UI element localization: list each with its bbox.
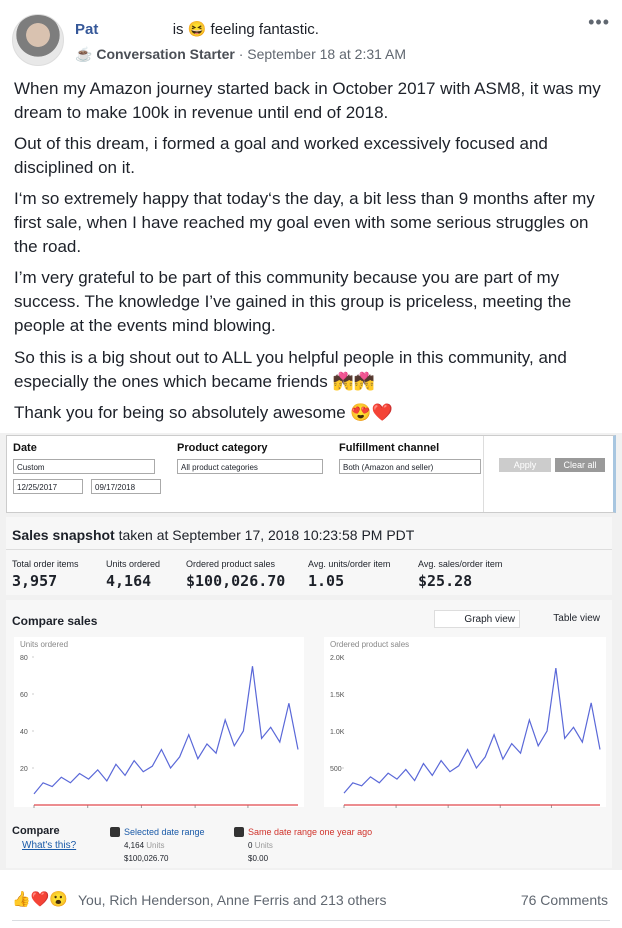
select[interactable]: Both (Amazon and seller) xyxy=(339,459,481,474)
snapshot: Sales snapshot taken at September 17, 20… xyxy=(6,517,612,595)
table-view-tab[interactable]: Table view xyxy=(553,613,600,624)
series-line xyxy=(343,668,601,794)
paragraph: I‘m so extremely happy that today‘s the … xyxy=(14,189,595,256)
metric-label: Avg. sales/order item xyxy=(418,559,503,569)
y-tick-label: 20 xyxy=(20,766,28,773)
y-axis-label: Ordered product sales xyxy=(330,640,409,649)
plot-area xyxy=(14,637,304,807)
clear-button[interactable]: Clear all xyxy=(555,458,605,472)
legend-name: Selected date range xyxy=(124,827,205,837)
paragraph: I’m very grateful to be part of this com… xyxy=(14,268,572,335)
author[interactable]: Pat xyxy=(75,21,99,38)
series-line xyxy=(33,666,299,795)
y-tick-label: 500 xyxy=(330,766,342,773)
y-tick-label: 1.5K xyxy=(330,692,345,699)
metric-value: 4,164 xyxy=(106,572,152,590)
legend-name: Same date range one year ago xyxy=(248,827,373,837)
compare-title: Compare sales xyxy=(12,614,98,628)
whats-this-link[interactable]: What's this? xyxy=(22,840,77,851)
header-line: Pat is 😆 feeling fantastic. xyxy=(75,21,319,38)
metric-value: 1.05 xyxy=(308,572,345,590)
checkbox[interactable] xyxy=(110,827,120,837)
y-tick-label: 2.0K xyxy=(330,655,345,662)
metric-value: $25.28 xyxy=(418,572,473,590)
more-menu[interactable]: ••• xyxy=(588,12,610,32)
label: Fulfillment channel xyxy=(339,442,440,454)
units-label: Units xyxy=(146,841,165,850)
post-image[interactable]: Date Custom 12/25/2017 09/17/2018 Produc… xyxy=(0,433,622,870)
reactions-text[interactable]: You, Rich Henderson, Anne Ferris and 213… xyxy=(78,892,387,908)
compare-label: Compare xyxy=(12,825,60,837)
comments-count[interactable]: 76 Comments xyxy=(520,892,608,908)
checkbox[interactable] xyxy=(234,827,244,837)
label: Date xyxy=(13,442,37,454)
select[interactable]: Custom xyxy=(13,459,155,474)
divider xyxy=(12,920,610,921)
avatar[interactable] xyxy=(12,14,64,66)
y-tick-label: 40 xyxy=(20,729,28,736)
legend-units: 0 Units xyxy=(248,841,273,850)
select[interactable]: All product categories xyxy=(177,459,323,474)
paragraph: Out of this dream, i formed a goal and w… xyxy=(14,134,548,177)
paragraph: So this is a big shout out to ALL you he… xyxy=(14,348,567,391)
y-axis-label: Units ordered xyxy=(20,640,68,649)
metric-value: 3,957 xyxy=(12,572,58,590)
timestamp[interactable]: September 18 at 2:31 AM xyxy=(247,46,407,62)
units-value: 0 xyxy=(248,841,253,850)
activity: is xyxy=(172,21,184,38)
paragraph: Thank you for being so absolutely awesom… xyxy=(14,403,393,422)
metric-label: Units ordered xyxy=(106,559,161,569)
input[interactable]: 09/17/2018 xyxy=(91,479,161,494)
meta-line: ☕ Conversation Starter · September 18 at… xyxy=(75,46,407,62)
metric-label: Total order items xyxy=(12,559,79,569)
legend-sales: $0.00 xyxy=(248,854,269,863)
apply-button[interactable]: Apply xyxy=(499,458,551,472)
snapshot-title: Sales snapshot xyxy=(12,527,115,543)
metric-label: Avg. units/order item xyxy=(308,559,391,569)
feeling: feeling fantastic. xyxy=(210,21,319,38)
metric-value: $100,026.70 xyxy=(186,572,286,590)
graph-view-tab[interactable]: Graph view xyxy=(434,610,520,628)
units-label: Units xyxy=(254,841,273,850)
y-tick-label: 60 xyxy=(20,692,28,699)
plot-area xyxy=(324,637,606,807)
y-tick-label: 1.0K xyxy=(330,729,345,736)
snapshot-time: taken at September 17, 2018 10:23:58 PM … xyxy=(118,527,415,543)
legend-units: 4,164 Units xyxy=(124,841,165,850)
y-tick-label: 80 xyxy=(20,655,28,662)
metric-label: Ordered product sales xyxy=(186,559,276,569)
legend-sales: $100,026.70 xyxy=(124,854,169,863)
filter-panel: Date Custom 12/25/2017 09/17/2018 Produc… xyxy=(6,435,616,513)
units-value: 4,164 xyxy=(124,841,145,850)
paragraph: When my Amazon journey started back in O… xyxy=(14,79,601,122)
badge: Conversation Starter xyxy=(96,46,235,62)
charts: Units ordered2040608012/25/172/17/184/12… xyxy=(14,637,606,808)
input[interactable]: 12/25/2017 xyxy=(13,479,83,494)
reaction-icons[interactable]: 👍❤️😮 xyxy=(12,891,69,908)
label: Product category xyxy=(177,442,268,454)
